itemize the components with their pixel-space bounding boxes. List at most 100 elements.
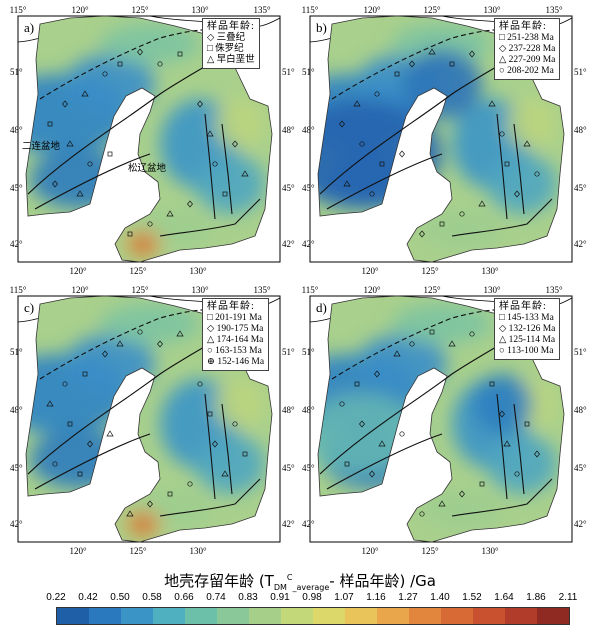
panel-label: c) [24, 300, 35, 315]
latitude-tick-label: 51° [10, 347, 23, 357]
colorbar-swatch [345, 608, 377, 624]
sample-marker [177, 51, 183, 57]
longitude-tick-label: 120° [363, 285, 381, 295]
sample-marker [197, 100, 203, 108]
sample-marker [62, 381, 68, 387]
tectonic-boundary-line [34, 433, 151, 490]
colorbar-swatch [473, 608, 505, 624]
latitude-tick-label: 42° [574, 239, 587, 249]
colorbar-tick-label: 0.22 [46, 592, 66, 603]
latitude-tick-label: 45° [10, 183, 23, 193]
crustal-age-contour [487, 154, 557, 214]
crustal-age-contour [195, 434, 265, 494]
longitude-tick-label: 130° [481, 266, 499, 276]
sample-marker [479, 481, 485, 487]
sample-marker [369, 191, 375, 197]
tectonic-boundary-line [34, 153, 151, 210]
latitude-tick-label: 48° [302, 125, 315, 135]
tectonic-boundary-line [451, 198, 553, 237]
colorbar-swatch [313, 608, 345, 624]
latitude-tick-label: 42° [302, 239, 315, 249]
tectonic-boundary-line [326, 153, 443, 210]
legend-item: ○ 163-153 Ma [207, 346, 262, 356]
sample-marker [167, 491, 173, 497]
sample-marker [137, 329, 143, 335]
sample-marker [374, 370, 380, 378]
sample-marker [488, 100, 496, 107]
longitude-tick-label: 130° [483, 5, 501, 15]
colorbar-swatch [409, 608, 441, 624]
longitude-tick-label: 130° [191, 285, 209, 295]
crustal-age-contour [472, 374, 532, 434]
legend-title: 样品年龄: [499, 301, 547, 312]
sample-marker [62, 100, 68, 108]
sample-marker [187, 481, 193, 487]
sample-marker [46, 400, 54, 407]
sample-marker [394, 71, 400, 77]
tectonic-boundary-line [496, 393, 508, 500]
sample-marker [469, 331, 475, 337]
crustal-age-contour [100, 24, 200, 64]
longitude-tick-label: 115° [302, 285, 319, 295]
legend-item: △ 227-209 Ma [499, 55, 556, 65]
legend-item: △ 早白垩世 [207, 55, 255, 65]
crustal-age-contour [100, 304, 200, 344]
colorbar-swatch [57, 608, 89, 624]
tectonic-boundary-line [326, 433, 443, 490]
sample-marker [221, 470, 229, 477]
sample-marker [82, 371, 88, 377]
tectonic-boundary-line [159, 198, 261, 237]
sample-marker [87, 440, 93, 448]
legend-title: 样品年龄: [499, 21, 547, 32]
legend-item: ⊕ 152-146 Ma [207, 357, 265, 367]
basin-label: 二连盆地 [22, 141, 61, 152]
basin-label: 松辽盆地 [128, 163, 167, 174]
latitude-tick-label: 48° [10, 125, 23, 135]
crustal-age-contour [215, 379, 265, 429]
sample-marker [523, 140, 531, 147]
colorbar-tick-label: 0.58 [142, 592, 162, 603]
longitude-tick-label: 115° [10, 285, 27, 295]
sample-marker [438, 500, 446, 507]
longitude-tick-label: 135° [545, 5, 563, 15]
sample-marker [409, 341, 415, 347]
crustal-age-contour [487, 434, 557, 494]
tectonic-boundary-line [204, 113, 216, 220]
sample-marker [222, 191, 228, 197]
tectonic-boundary-line [331, 308, 523, 380]
tectonic-boundary-line [331, 28, 523, 100]
tectonic-boundary-line [513, 123, 525, 215]
longitude-tick-label: 130° [189, 546, 207, 556]
sample-marker [399, 150, 405, 158]
sample-marker [176, 330, 184, 337]
sample-marker [232, 421, 238, 427]
sample-marker [67, 421, 73, 427]
colorbar-swatch [441, 608, 473, 624]
longitude-tick-label: 120° [69, 266, 87, 276]
longitude-tick-label: 120° [69, 546, 87, 556]
latitude-tick-label: 42° [282, 239, 295, 249]
sample-marker [469, 50, 475, 58]
sample-age-legend: 样品年龄: ◇ 三叠纪 □ 侏罗纪 △ 早白垩世 [202, 18, 260, 69]
sample-marker [102, 71, 108, 77]
crustal-age-contour [135, 238, 151, 250]
crustal-age-contour [422, 491, 502, 527]
latitude-tick-label: 48° [574, 125, 587, 135]
sample-marker [87, 161, 93, 167]
colorbar-tick-label: 1.16 [366, 592, 386, 603]
colorbar-tick-label: 0.98 [302, 592, 322, 603]
sample-marker [419, 230, 425, 238]
legend-item: □ 251-238 Ma [499, 33, 554, 43]
map-panel-a: 115° 120° 120° 125° 125° 130° 130° 135° 51° 51° 48… [10, 4, 300, 286]
latitude-tick-label: 45° [282, 183, 295, 193]
colorbar-title: 地壳存留年龄 (TDMC_average- 样品年龄) /Ga [164, 572, 436, 592]
sample-marker [52, 461, 58, 467]
sample-marker [343, 180, 351, 187]
longitude-tick-label: 120° [361, 546, 379, 556]
sample-marker [344, 461, 350, 467]
sample-marker [499, 131, 505, 137]
sample-marker [197, 381, 203, 387]
legend-item: ○ 208-202 Ma [499, 66, 554, 76]
latitude-tick-label: 51° [10, 67, 23, 77]
sample-marker [66, 140, 74, 147]
